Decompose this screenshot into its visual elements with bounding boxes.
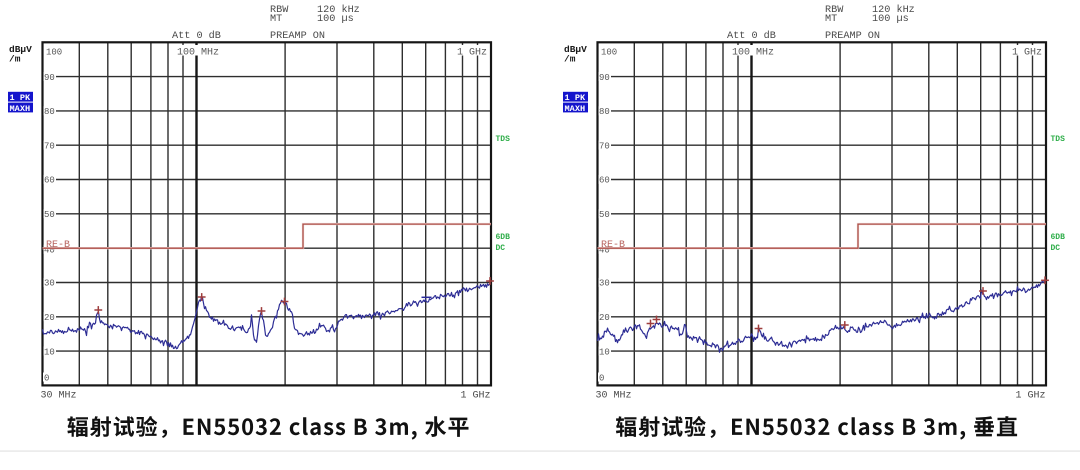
svg-text:TDS: TDS [496, 135, 511, 144]
svg-text:/m: /m [9, 54, 21, 65]
svg-text:30: 30 [44, 279, 55, 289]
svg-text:PREAMP ON: PREAMP ON [270, 31, 325, 42]
svg-text:1 PK: 1 PK [10, 93, 31, 103]
svg-text:100: 100 [601, 48, 617, 58]
svg-text:PREAMP ON: PREAMP ON [825, 31, 880, 42]
svg-text:30 MHz: 30 MHz [41, 390, 77, 401]
svg-text:40: 40 [599, 246, 610, 256]
svg-text:20: 20 [44, 313, 55, 323]
svg-text:120 kHz: 120 kHz [872, 4, 915, 16]
svg-text:70: 70 [599, 141, 610, 151]
svg-text:6DB: 6DB [496, 233, 511, 242]
svg-text:90: 90 [44, 73, 55, 83]
svg-text:Att 0 dB: Att 0 dB [172, 30, 221, 42]
svg-text:RE-B: RE-B [601, 240, 625, 251]
svg-text:60: 60 [599, 176, 610, 186]
svg-text:MT: MT [825, 14, 837, 25]
svg-text:DC: DC [1051, 244, 1061, 253]
svg-text:60: 60 [44, 176, 55, 186]
svg-text:RBW: RBW [825, 5, 844, 16]
svg-text:/m: /m [564, 54, 576, 65]
svg-text:Att 0 dB: Att 0 dB [727, 30, 776, 42]
svg-text:30: 30 [599, 279, 610, 289]
svg-text:120 kHz: 120 kHz [317, 4, 360, 16]
svg-text:DC: DC [496, 244, 506, 253]
svg-text:10: 10 [44, 347, 55, 357]
svg-text:90: 90 [599, 73, 610, 83]
svg-text:1 GHz: 1 GHz [1016, 390, 1046, 401]
svg-text:dBµV: dBµV [9, 44, 32, 55]
svg-text:1 GHz: 1 GHz [1012, 47, 1042, 58]
svg-text:0: 0 [599, 374, 604, 384]
svg-text:TDS: TDS [1051, 135, 1066, 144]
svg-text:dBµV: dBµV [564, 44, 587, 55]
svg-text:50: 50 [44, 210, 55, 220]
svg-text:70: 70 [44, 141, 55, 151]
svg-text:100 MHz: 100 MHz [732, 47, 774, 58]
svg-text:100 µs: 100 µs [872, 14, 909, 25]
svg-text:50: 50 [599, 210, 610, 220]
svg-text:MT: MT [270, 14, 282, 25]
svg-text:80: 80 [599, 107, 610, 117]
svg-text:MAXH: MAXH [565, 104, 586, 114]
svg-text:1 GHz: 1 GHz [461, 390, 491, 401]
svg-text:100 µs: 100 µs [317, 14, 354, 25]
svg-text:30 MHz: 30 MHz [596, 390, 632, 401]
svg-text:RE-B: RE-B [46, 240, 70, 251]
svg-text:6DB: 6DB [1051, 233, 1066, 242]
svg-text:10: 10 [599, 347, 610, 357]
svg-text:80: 80 [44, 107, 55, 117]
svg-text:100 MHz: 100 MHz [177, 47, 219, 58]
svg-text:1 GHz: 1 GHz [457, 47, 487, 58]
svg-text:0: 0 [44, 374, 49, 384]
svg-text:20: 20 [599, 313, 610, 323]
svg-text:RBW: RBW [270, 5, 289, 16]
svg-text:1 PK: 1 PK [565, 93, 586, 103]
svg-text:40: 40 [44, 246, 55, 256]
svg-text:MAXH: MAXH [10, 104, 31, 114]
svg-text:100: 100 [46, 48, 62, 58]
